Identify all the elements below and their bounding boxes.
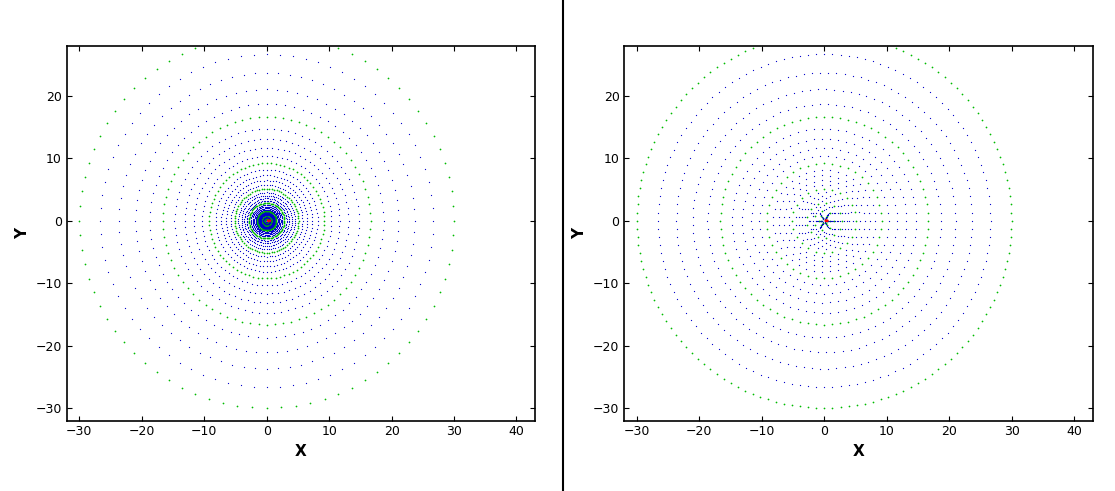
- X-axis label: X: X: [853, 444, 864, 459]
- Y-axis label: Y: Y: [16, 228, 30, 239]
- X-axis label: X: X: [295, 444, 307, 459]
- Y-axis label: Y: Y: [573, 228, 588, 239]
